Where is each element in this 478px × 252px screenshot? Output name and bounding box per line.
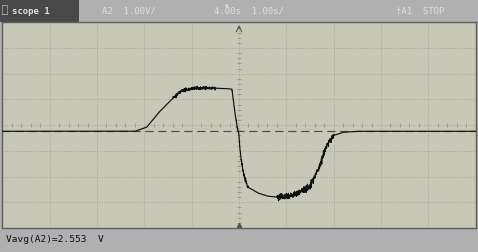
Text: ▼: ▼ [226,4,228,9]
Text: Vavg(A2)=2.553  V: Vavg(A2)=2.553 V [6,234,103,243]
Text: A2  1.00V/: A2 1.00V/ [102,7,156,16]
Text: 4.00s  1.00s/: 4.00s 1.00s/ [214,7,283,16]
Text: ⎕: ⎕ [2,6,8,16]
Text: scope 1: scope 1 [12,7,50,16]
Text: †A1  STOP: †A1 STOP [396,7,445,16]
Bar [0,0,79,23]
